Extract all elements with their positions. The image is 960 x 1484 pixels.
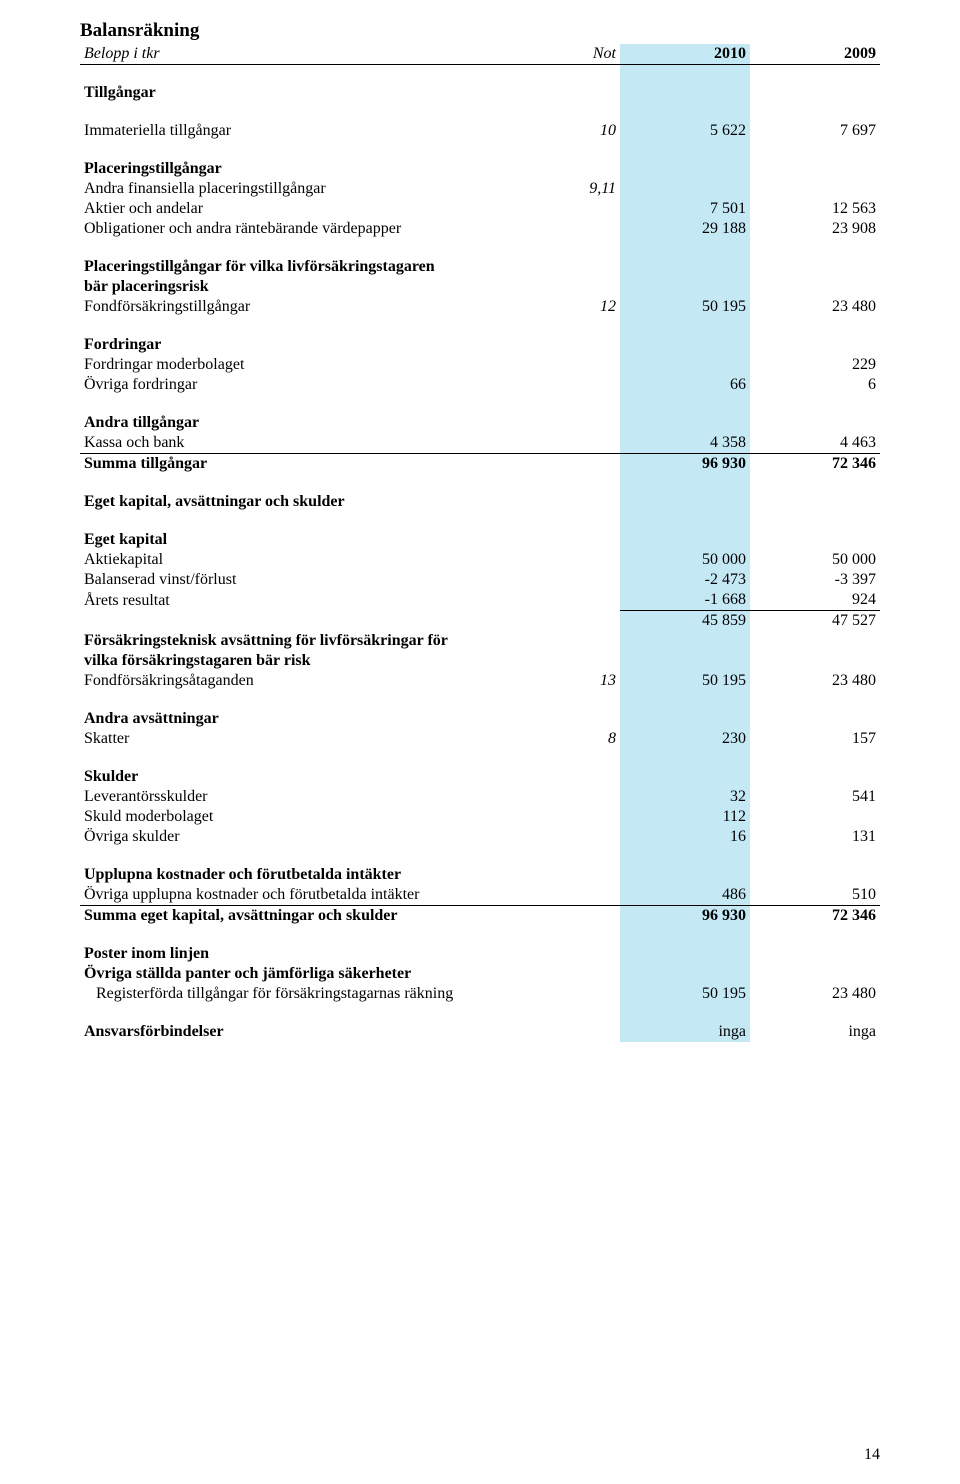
page: Balansräkning Belopp i tkr Not 2010 2009… (0, 0, 960, 1484)
section-heading: Andra avsättningar (80, 709, 880, 729)
section-heading: Placeringstillgångar för vilka livförsäk… (80, 257, 880, 277)
table-row: Årets resultat -1 668 924 (80, 590, 880, 611)
header-not: Not (550, 44, 620, 65)
section-heading: Fordringar (80, 335, 880, 355)
section-heading: Eget kapital (80, 530, 880, 550)
header-label: Belopp i tkr (80, 44, 550, 65)
section-heading: vilka försäkringstagaren bär risk (80, 651, 880, 671)
table-row: Aktier och andelar 7 501 12 563 (80, 199, 880, 219)
table-row: Andra finansiella placeringstillgångar 9… (80, 179, 880, 199)
section-heading: Poster inom linjen (80, 944, 880, 964)
page-title: Balansräkning (80, 20, 880, 42)
section-heading: Upplupna kostnader och förutbetalda intä… (80, 865, 880, 885)
section-heading: Skulder (80, 767, 880, 787)
table-row: Fondförsäkringstillgångar 12 50 195 23 4… (80, 297, 880, 317)
table-row: Skuld moderbolaget 112 (80, 807, 880, 827)
header-2009: 2009 (750, 44, 880, 65)
table-row: Leverantörsskulder 32 541 (80, 787, 880, 807)
section-heading: bär placeringsrisk (80, 277, 880, 297)
table-row: Övriga upplupna kostnader och förutbetal… (80, 885, 880, 906)
summary-row: Summa tillgångar 96 930 72 346 (80, 454, 880, 475)
table-row: Immateriella tillgångar 10 5 622 7 697 (80, 121, 880, 141)
page-number: 14 (864, 1446, 880, 1464)
table-header-row: Belopp i tkr Not 2010 2009 (80, 44, 880, 65)
table-row: Skatter 8 230 157 (80, 729, 880, 749)
summary-row: Summa eget kapital, avsättningar och sku… (80, 906, 880, 927)
table-row: Aktiekapital 50 000 50 000 (80, 550, 880, 570)
table-row: Ansvarsförbindelser inga inga (80, 1022, 880, 1042)
section-heading: Placeringstillgångar (80, 159, 880, 179)
table-row: Övriga fordringar 66 6 (80, 375, 880, 395)
section-heading: Övriga ställda panter och jämförliga säk… (80, 964, 880, 984)
table-row: Registerförda tillgångar för försäkrings… (80, 984, 880, 1004)
subtotal-row: 45 859 47 527 (80, 611, 880, 632)
section-heading: Försäkringsteknisk avsättning för livför… (80, 631, 880, 651)
section-heading: Tillgångar (80, 83, 880, 103)
table-row: Fondförsäkringsåtaganden 13 50 195 23 48… (80, 671, 880, 691)
header-2010: 2010 (620, 44, 750, 65)
section-heading: Eget kapital, avsättningar och skulder (80, 492, 880, 512)
balance-table: Belopp i tkr Not 2010 2009 Tillgångar Im… (80, 44, 880, 1042)
table-row: Obligationer och andra räntebärande värd… (80, 219, 880, 239)
table-row: Balanserad vinst/förlust -2 473 -3 397 (80, 570, 880, 590)
section-heading: Andra tillgångar (80, 413, 880, 433)
table-row: Fordringar moderbolaget 229 (80, 355, 880, 375)
table-row: Kassa och bank 4 358 4 463 (80, 433, 880, 454)
table-row: Övriga skulder 16 131 (80, 827, 880, 847)
